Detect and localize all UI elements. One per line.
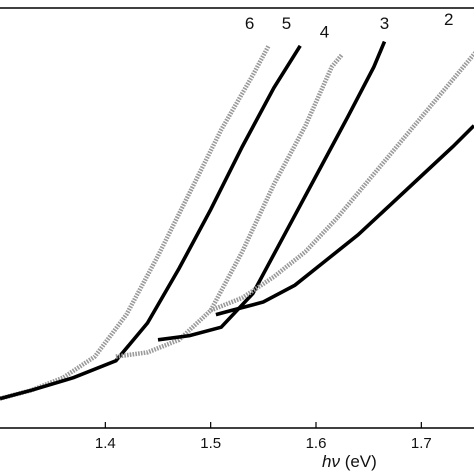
curve-label-3: 3 bbox=[380, 14, 389, 33]
curve-4 bbox=[115, 52, 345, 359]
x-axis-label-nu: ν bbox=[331, 452, 340, 471]
curve-5 bbox=[0, 44, 302, 401]
x-tick-label-1.6: 1.6 bbox=[306, 435, 327, 452]
x-axis-label-h: h bbox=[322, 452, 331, 471]
curve-6 bbox=[0, 44, 271, 401]
x-axis-label: hν (eV) bbox=[322, 452, 377, 471]
curve-3 bbox=[157, 40, 387, 342]
curve-label-4: 4 bbox=[320, 22, 329, 41]
curve-labels-group: 6 5 4 3 2 bbox=[245, 10, 454, 42]
x-tick-label-1.7: 1.7 bbox=[411, 435, 432, 452]
curve-label-5: 5 bbox=[282, 14, 291, 33]
plot-frame bbox=[0, 7, 474, 429]
x-tick-label-1.4: 1.4 bbox=[95, 435, 116, 452]
x-tick-label-1.5: 1.5 bbox=[200, 435, 221, 452]
curve-label-2: 2 bbox=[444, 10, 453, 29]
x-ticks-group: 1.4 1.5 1.6 1.7 bbox=[95, 422, 432, 452]
curve-2 bbox=[209, 50, 474, 313]
curve-1 bbox=[215, 124, 474, 317]
x-axis-label-unit: (eV) bbox=[340, 452, 377, 471]
curve-label-6: 6 bbox=[245, 14, 254, 33]
curves-group bbox=[0, 40, 474, 401]
